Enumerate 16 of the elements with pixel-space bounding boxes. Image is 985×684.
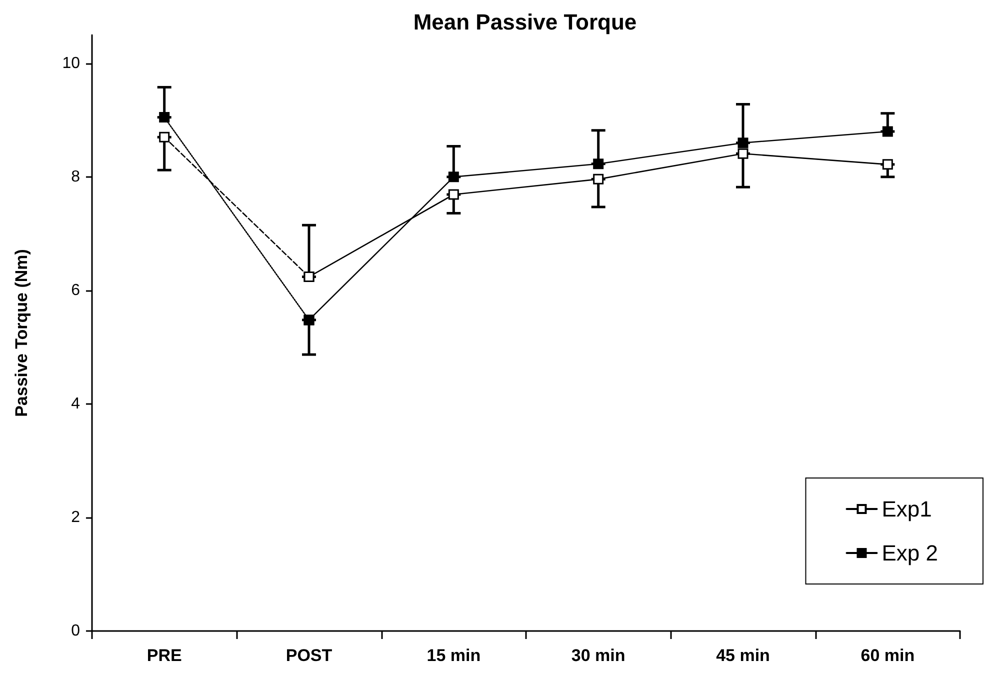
y-tick-label: 10 — [62, 54, 80, 72]
y-tick-label: 8 — [71, 168, 80, 186]
y-tick-label: 4 — [71, 395, 80, 412]
x-tick-label: POST — [286, 646, 333, 665]
legend-label: Exp1 — [882, 496, 932, 522]
y-axis-title: Passive Torque (Nm) — [12, 249, 31, 417]
chart-title: Mean Passive Torque — [413, 10, 637, 34]
y-tick-label: 6 — [71, 282, 80, 299]
x-tick-label: 30 min — [571, 646, 626, 665]
y-tick-label: 0 — [71, 622, 80, 640]
legend-label: Exp 2 — [882, 540, 938, 566]
y-tick-label: 2 — [71, 508, 80, 526]
x-tick-label: 60 min — [860, 646, 915, 665]
x-tick-label: 45 min — [716, 646, 770, 665]
x-tick-label: PRE — [146, 646, 182, 665]
x-tick-label: 15 min — [426, 646, 481, 665]
